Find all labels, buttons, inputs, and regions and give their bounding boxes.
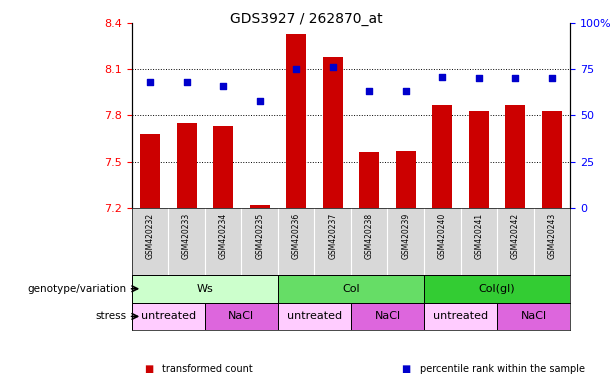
Point <box>547 75 557 81</box>
Bar <box>424 275 570 303</box>
Text: GSM420236: GSM420236 <box>292 213 300 259</box>
Bar <box>205 303 278 330</box>
Bar <box>132 275 278 303</box>
Bar <box>213 126 233 208</box>
Text: percentile rank within the sample: percentile rank within the sample <box>420 364 585 374</box>
Text: GSM420237: GSM420237 <box>328 213 337 259</box>
Bar <box>497 303 570 330</box>
Bar <box>322 57 343 208</box>
Text: untreated: untreated <box>433 311 488 321</box>
Text: ■: ■ <box>144 364 153 374</box>
Text: GSM420234: GSM420234 <box>219 213 227 259</box>
Bar <box>469 111 489 208</box>
Point <box>401 88 411 94</box>
Bar <box>542 111 562 208</box>
Text: NaCl: NaCl <box>520 311 547 321</box>
Point <box>181 79 191 85</box>
Bar <box>351 303 424 330</box>
Text: GSM420240: GSM420240 <box>438 213 447 259</box>
Text: GSM420233: GSM420233 <box>182 213 191 259</box>
Text: GSM420238: GSM420238 <box>365 213 374 259</box>
Bar <box>278 275 424 303</box>
Point <box>291 66 301 72</box>
Bar <box>505 104 525 208</box>
Text: GSM420241: GSM420241 <box>474 213 483 259</box>
Text: transformed count: transformed count <box>162 364 253 374</box>
Point <box>328 64 338 70</box>
Bar <box>359 152 379 208</box>
Text: GSM420232: GSM420232 <box>145 213 154 259</box>
Text: untreated: untreated <box>141 311 196 321</box>
Point <box>364 88 374 94</box>
Text: NaCl: NaCl <box>375 311 400 321</box>
Text: GSM420243: GSM420243 <box>547 213 557 259</box>
Text: ■: ■ <box>402 364 411 374</box>
Text: NaCl: NaCl <box>228 311 254 321</box>
Text: untreated: untreated <box>287 311 342 321</box>
Bar <box>278 303 351 330</box>
Point <box>145 79 155 85</box>
Text: GSM420235: GSM420235 <box>255 213 264 259</box>
Text: GSM420239: GSM420239 <box>402 213 410 259</box>
Text: Col: Col <box>342 284 360 294</box>
Point <box>218 83 228 89</box>
Point <box>255 98 265 104</box>
Text: Col(gl): Col(gl) <box>479 284 516 294</box>
Bar <box>132 303 205 330</box>
Bar <box>140 134 160 208</box>
Text: genotype/variation: genotype/variation <box>28 284 127 294</box>
Point <box>437 73 447 79</box>
Bar <box>249 205 270 208</box>
Point <box>474 75 484 81</box>
Bar <box>432 104 452 208</box>
Text: GDS3927 / 262870_at: GDS3927 / 262870_at <box>230 12 383 25</box>
Bar <box>424 303 497 330</box>
Text: GSM420242: GSM420242 <box>511 213 520 259</box>
Bar <box>177 123 197 208</box>
Point <box>511 75 520 81</box>
Text: Ws: Ws <box>197 284 213 294</box>
Text: stress: stress <box>96 311 127 321</box>
Bar <box>395 151 416 208</box>
Bar <box>286 34 306 208</box>
